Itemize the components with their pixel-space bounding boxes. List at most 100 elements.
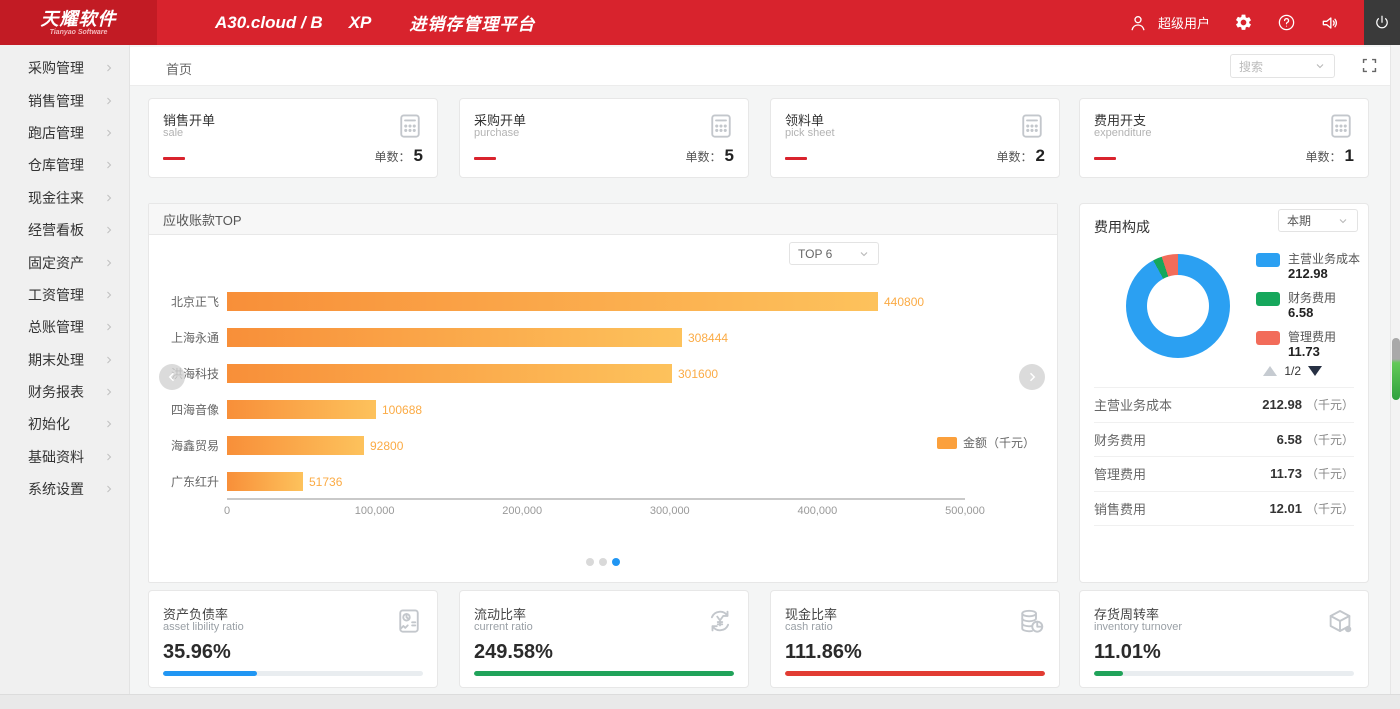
breadcrumb-home-tab[interactable]: 首页 <box>166 62 193 77</box>
edition-name: XP <box>348 12 372 32</box>
ratio-progress-fill <box>474 671 734 676</box>
stat-card-0[interactable]: 销售开单 sale 单数： 5 <box>148 98 438 178</box>
sidebar-item-2[interactable]: 跑店管理 <box>0 117 129 149</box>
chart-legend[interactable]: 金额（千元） <box>936 434 1035 451</box>
x-axis-tick: 100,000 <box>354 505 395 517</box>
stat-card-title: 采购开单 <box>474 113 527 128</box>
sidebar-item-11[interactable]: 初始化 <box>0 408 129 440</box>
expense-row-value: 212.98 <box>1262 397 1302 413</box>
chevron-down-icon <box>1316 64 1324 69</box>
logout-power-button[interactable] <box>1364 0 1400 45</box>
sidebar-item-label: 现金往来 <box>28 189 84 206</box>
help-icon[interactable] <box>1277 13 1296 32</box>
ratio-progress-track <box>785 671 1045 676</box>
bar-row-2: 洪海科技 301600 <box>163 364 1037 383</box>
bar-value-label: 100688 <box>382 402 423 417</box>
sidebar-item-9[interactable]: 期末处理 <box>0 344 129 376</box>
ratio-card-3[interactable]: 存货周转率 inventory turnover 11.01% <box>1079 590 1369 688</box>
bar-row-0: 北京正飞 440800 <box>163 292 1037 311</box>
scrollbar-thumb[interactable] <box>1392 338 1400 400</box>
ratio-card-0[interactable]: 资产负债率 asset libility ratio 35.96% <box>148 590 438 688</box>
ratio-card-value: 11.01% <box>1094 641 1161 663</box>
ratio-card-subtitle: asset libility ratio <box>163 621 244 633</box>
ratio-card-1[interactable]: 流动比率 current ratio 249.58% <box>459 590 749 688</box>
legend-value: 212.98 <box>1288 266 1328 281</box>
top-n-select[interactable]: TOP 6 <box>789 242 879 265</box>
stat-card-1[interactable]: 采购开单 purchase 单数： 5 <box>459 98 749 178</box>
chevron-right-icon <box>107 291 112 299</box>
speaker-icon[interactable] <box>1320 13 1340 33</box>
sidebar-item-label: 总账管理 <box>28 319 84 336</box>
username-label[interactable]: 超级用户 <box>1157 16 1210 31</box>
stat-card-2[interactable]: 领料单 pick sheet 单数： 2 <box>770 98 1060 178</box>
bar-0[interactable] <box>227 292 878 311</box>
carousel-dot-2[interactable] <box>612 558 620 566</box>
bar-category-label: 广东红升 <box>170 475 219 489</box>
bar-3[interactable] <box>227 400 376 419</box>
donut-hole <box>1147 275 1209 337</box>
sidebar-item-6[interactable]: 固定资产 <box>0 246 129 278</box>
ratio-progress-fill <box>1094 671 1123 676</box>
product-name: A30.cloud / B <box>215 12 323 32</box>
fullscreen-icon[interactable] <box>1361 57 1378 79</box>
carousel-prev-button[interactable] <box>159 364 185 390</box>
red-dash <box>163 157 185 160</box>
app-logo[interactable]: 天耀软件 Tianyao Software <box>0 0 157 45</box>
bar-1[interactable] <box>227 328 682 347</box>
pager-up-icon[interactable] <box>1263 366 1278 376</box>
sidebar-item-0[interactable]: 采购管理 <box>0 52 129 84</box>
bar-5[interactable] <box>227 472 303 491</box>
sidebar-item-7[interactable]: 工资管理 <box>0 279 129 311</box>
carousel-next-button[interactable] <box>1019 364 1045 390</box>
bar-row-1: 上海永通 308444 <box>163 328 1037 347</box>
donut-legend-item-0[interactable]: 主营业务成本 212.98 <box>1256 252 1360 282</box>
bar-4[interactable] <box>227 436 364 455</box>
ratio-progress-track <box>474 671 734 676</box>
calculator-icon <box>1331 114 1351 138</box>
count-label: 单数： <box>374 150 411 164</box>
stat-card-subtitle: sale <box>163 127 184 139</box>
expense-panel: 费用构成 本期 主营业务成本 212.98 财务费用 6.58 管理费用 11.73 1/… <box>1079 203 1369 583</box>
chevron-right-icon <box>107 194 112 202</box>
expense-row-label: 管理费用 <box>1094 467 1147 483</box>
header-titles: A30.cloud / B XP 进销存管理平台 <box>157 10 535 35</box>
bar-value-label: 301600 <box>678 366 719 381</box>
legend-label: 财务费用 <box>1288 291 1337 305</box>
settings-gear-icon[interactable] <box>1234 13 1253 32</box>
legend-label: 金额（千元） <box>962 436 1035 450</box>
breadcrumb-bar: 首页 搜索 <box>130 47 1400 86</box>
donut-legend-item-1[interactable]: 财务费用 6.58 <box>1256 291 1360 321</box>
sidebar-item-5[interactable]: 经营看板 <box>0 214 129 246</box>
search-select[interactable]: 搜索 <box>1230 54 1335 78</box>
donut-legend-item-2[interactable]: 管理费用 11.73 <box>1256 330 1360 360</box>
user-icon[interactable] <box>1128 13 1148 33</box>
expense-donut-chart[interactable] <box>1126 254 1230 358</box>
sidebar-item-label: 跑店管理 <box>28 124 84 141</box>
sidebar-item-13[interactable]: 系统设置 <box>0 473 129 505</box>
sidebar-item-1[interactable]: 销售管理 <box>0 84 129 116</box>
calculator-icon <box>711 114 731 138</box>
red-dash <box>474 157 496 160</box>
ratio-card-2[interactable]: 现金比率 cash ratio 111.86% <box>770 590 1060 688</box>
count-value: 1 <box>1344 146 1354 165</box>
sidebar-item-8[interactable]: 总账管理 <box>0 311 129 343</box>
sidebar-item-12[interactable]: 基础资料 <box>0 441 129 473</box>
pager-down-icon[interactable] <box>1308 366 1322 376</box>
sidebar-item-10[interactable]: 财务报表 <box>0 376 129 408</box>
bar-2[interactable] <box>227 364 672 383</box>
legend-value: 6.58 <box>1288 305 1314 320</box>
period-value: 本期 <box>1287 214 1312 228</box>
sidebar-item-3[interactable]: 仓库管理 <box>0 149 129 181</box>
period-select[interactable]: 本期 <box>1278 209 1358 232</box>
carousel-dot-0[interactable] <box>586 558 594 566</box>
receivables-panel: 应收账款TOP TOP 6 北京正飞 440800 上海永通 308444 洪海科技 30… <box>148 203 1058 583</box>
expense-row-label: 销售费用 <box>1094 501 1147 517</box>
stat-card-3[interactable]: 费用开支 expenditure 单数： 1 <box>1079 98 1369 178</box>
carousel-dot-1[interactable] <box>599 558 607 566</box>
chevron-down-icon <box>860 251 868 256</box>
ratio-card-title: 存货周转率 <box>1094 607 1160 622</box>
x-axis-tick: 400,000 <box>797 505 838 517</box>
sidebar-item-4[interactable]: 现金往来 <box>0 182 129 214</box>
ratio-progress-track <box>1094 671 1354 676</box>
ratio-progress-fill <box>785 671 1045 676</box>
